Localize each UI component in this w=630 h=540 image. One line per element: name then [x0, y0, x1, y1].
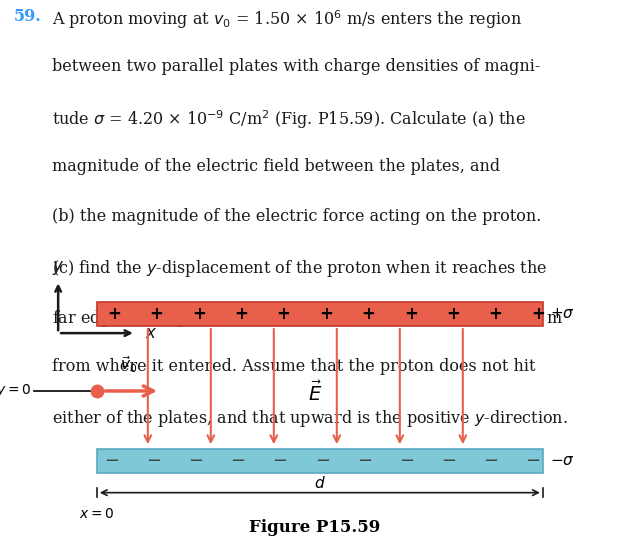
Text: +: +: [277, 305, 290, 323]
Text: +: +: [107, 305, 121, 323]
Text: $x = 0$: $x = 0$: [79, 507, 115, 521]
Text: $\vec{E}$: $\vec{E}$: [308, 381, 322, 405]
Text: +: +: [192, 305, 205, 323]
Text: −: −: [146, 452, 161, 470]
Text: $d$: $d$: [314, 475, 326, 491]
Text: −: −: [231, 452, 246, 470]
Text: −: −: [357, 452, 372, 470]
Text: +: +: [362, 305, 375, 323]
Text: −: −: [525, 452, 541, 470]
Text: −: −: [399, 452, 414, 470]
Text: tude $\sigma$ = 4.20 × 10$^{-9}$ C/m$^2$ (Fig. P15.59). Calculate (a) the: tude $\sigma$ = 4.20 × 10$^{-9}$ C/m$^2$…: [52, 108, 525, 131]
Text: 59.: 59.: [14, 8, 42, 25]
Text: (c) find the $y$-displacement of the proton when it reaches the: (c) find the $y$-displacement of the pro…: [52, 258, 547, 279]
Text: +: +: [234, 305, 248, 323]
Text: $y = 0$: $y = 0$: [0, 382, 32, 400]
Text: between two parallel plates with charge densities of magni-: between two parallel plates with charge …: [52, 58, 540, 75]
Text: (b) the magnitude of the electric force acting on the proton.: (b) the magnitude of the electric force …: [52, 208, 541, 225]
Text: $x$: $x$: [146, 325, 158, 342]
Text: $y$: $y$: [52, 259, 64, 277]
Text: −: −: [483, 452, 498, 470]
Text: −: −: [273, 452, 288, 470]
Text: Figure P15.59: Figure P15.59: [249, 519, 381, 536]
Bar: [97, 449, 543, 474]
Text: +: +: [489, 305, 503, 323]
Text: +: +: [149, 305, 163, 323]
Text: either of the plates, and that upward is the positive $y$-direction.: either of the plates, and that upward is…: [52, 408, 568, 429]
Text: −: −: [441, 452, 456, 470]
Text: −: −: [104, 452, 119, 470]
Text: magnitude of the electric field between the plates, and: magnitude of the electric field between …: [52, 158, 500, 175]
Text: −: −: [315, 452, 330, 470]
Text: +: +: [404, 305, 418, 323]
Text: A proton moving at $v_0$ = 1.50 × 10$^6$ m/s enters the region: A proton moving at $v_0$ = 1.50 × 10$^6$…: [52, 8, 522, 31]
Text: $\vec{v}_0$: $\vec{v}_0$: [120, 355, 137, 375]
Text: +: +: [531, 305, 545, 323]
Bar: [97, 301, 543, 326]
Text: from where it entered. Assume that the proton does not hit: from where it entered. Assume that the p…: [52, 357, 535, 375]
Text: far edge of the plates, a horizontal distance $d$ = 2.00 × 10$^{-2}$ m: far edge of the plates, a horizontal dis…: [52, 308, 563, 330]
Text: +: +: [319, 305, 333, 323]
Text: +: +: [446, 305, 460, 323]
Text: $+\sigma$: $+\sigma$: [550, 307, 575, 321]
Text: $-\sigma$: $-\sigma$: [550, 454, 575, 468]
Text: −: −: [188, 452, 203, 470]
